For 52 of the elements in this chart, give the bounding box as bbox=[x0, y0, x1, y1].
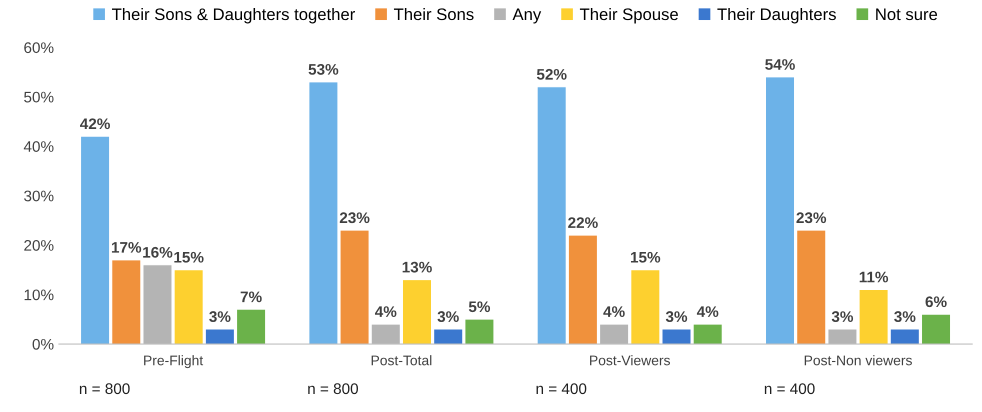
data-label: 3% bbox=[832, 311, 854, 322]
data-label: 52% bbox=[536, 68, 567, 80]
x-tick-label: Post-Total bbox=[372, 355, 432, 366]
legend-label: Not sure bbox=[876, 8, 938, 20]
x-tick-label: Post-Non viewers bbox=[804, 355, 912, 366]
data-label: 6% bbox=[926, 296, 947, 308]
legend-label: Their Daughters bbox=[717, 8, 836, 24]
data-label: 3% bbox=[894, 311, 916, 322]
text: n = 800 bbox=[80, 383, 130, 394]
data-label: 4% bbox=[374, 306, 396, 318]
x-tick-label: Post-Viewers bbox=[590, 355, 670, 366]
text: n = 400 bbox=[764, 383, 815, 394]
data-label: 54% bbox=[765, 59, 795, 70]
legend-label: Their Sons bbox=[394, 8, 474, 20]
bar bbox=[308, 82, 338, 344]
data-label: 15% bbox=[174, 252, 204, 263]
bar bbox=[693, 324, 722, 344]
legend-label: Their Sons & Daughters together bbox=[112, 8, 355, 24]
y-tick-label: 50% bbox=[24, 92, 54, 103]
y-tick-label: 40% bbox=[24, 141, 54, 152]
data-label: 3% bbox=[666, 311, 688, 322]
data-label: 16% bbox=[143, 246, 172, 258]
x-tick-label: Pre-Flight bbox=[144, 355, 204, 368]
data-label: 4% bbox=[603, 306, 625, 318]
data-label: 17% bbox=[112, 242, 142, 253]
data-label: 5% bbox=[468, 301, 490, 312]
data-label: 11% bbox=[860, 272, 888, 282]
data-label: 23% bbox=[340, 212, 370, 224]
bar bbox=[921, 314, 951, 344]
data-label: 15% bbox=[630, 252, 660, 263]
data-label: 3% bbox=[438, 311, 459, 322]
y-tick-label: 60% bbox=[24, 42, 54, 54]
bar bbox=[662, 328, 692, 344]
data-label: 3% bbox=[209, 311, 231, 322]
y-tick-label: 10% bbox=[24, 289, 54, 300]
data-label: 23% bbox=[796, 212, 826, 224]
text: n = 800 bbox=[308, 383, 358, 394]
data-label: 22% bbox=[568, 217, 598, 228]
bar bbox=[402, 279, 432, 344]
bar bbox=[765, 76, 795, 344]
y-tick-label: 30% bbox=[24, 190, 54, 202]
data-label: 4% bbox=[696, 306, 718, 318]
y-tick-label: 20% bbox=[24, 240, 54, 251]
data-label: 13% bbox=[402, 262, 432, 273]
legend-label: Their Spouse bbox=[580, 8, 678, 24]
legend-label: Any bbox=[512, 8, 542, 24]
data-label: 42% bbox=[80, 118, 110, 130]
text: n = 400 bbox=[536, 383, 586, 394]
data-label: 53% bbox=[308, 64, 338, 75]
y-tick-label: 0% bbox=[32, 338, 54, 350]
bar bbox=[236, 309, 266, 344]
data-label: 7% bbox=[240, 291, 262, 302]
